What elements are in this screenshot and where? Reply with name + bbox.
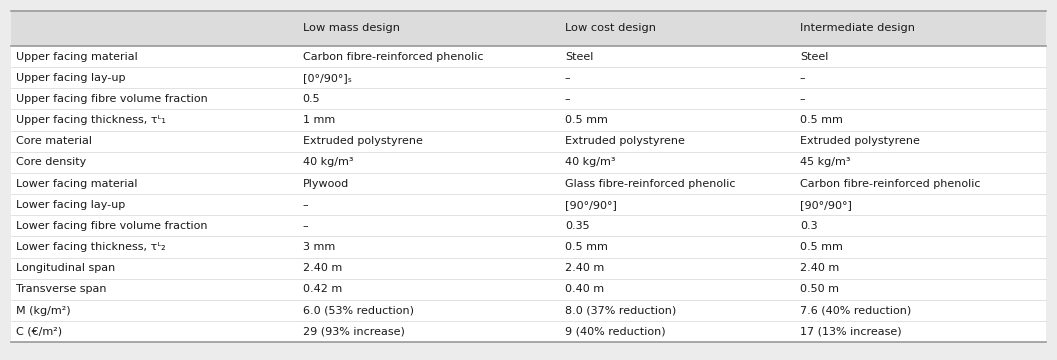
Text: M (kg/m²): M (kg/m²) <box>16 306 71 315</box>
Text: [90°/90°]: [90°/90°] <box>564 200 616 210</box>
Text: 7.6 (40% reduction): 7.6 (40% reduction) <box>800 306 911 315</box>
Text: Core density: Core density <box>16 157 86 167</box>
Text: Lower facing lay-up: Lower facing lay-up <box>16 200 125 210</box>
Text: Intermediate design: Intermediate design <box>800 23 915 33</box>
Text: Lower facing material: Lower facing material <box>16 179 137 189</box>
Text: 0.35: 0.35 <box>564 221 590 231</box>
Text: Carbon fibre-reinforced phenolic: Carbon fibre-reinforced phenolic <box>302 51 483 62</box>
Bar <box>11 46 1046 342</box>
Text: 2.40 m: 2.40 m <box>302 263 341 273</box>
Text: [90°/90°]: [90°/90°] <box>800 200 852 210</box>
Text: –: – <box>800 73 805 83</box>
Text: Low mass design: Low mass design <box>302 23 400 33</box>
Bar <box>11 11 1046 46</box>
Text: Plywood: Plywood <box>302 179 349 189</box>
Text: Transverse span: Transverse span <box>16 284 107 294</box>
Text: 0.5: 0.5 <box>302 94 320 104</box>
Text: 9 (40% reduction): 9 (40% reduction) <box>564 327 665 337</box>
Text: Extruded polystyrene: Extruded polystyrene <box>800 136 920 146</box>
Text: 6.0 (53% reduction): 6.0 (53% reduction) <box>302 306 413 315</box>
Text: Lower facing thickness, τᴸ₂: Lower facing thickness, τᴸ₂ <box>16 242 165 252</box>
Text: 17 (13% increase): 17 (13% increase) <box>800 327 902 337</box>
Text: –: – <box>800 94 805 104</box>
Text: 2.40 m: 2.40 m <box>800 263 839 273</box>
Text: 3 mm: 3 mm <box>302 242 335 252</box>
Text: Carbon fibre-reinforced phenolic: Carbon fibre-reinforced phenolic <box>800 179 981 189</box>
Text: 40 kg/m³: 40 kg/m³ <box>302 157 353 167</box>
Text: –: – <box>302 200 309 210</box>
Text: –: – <box>564 94 571 104</box>
Text: 29 (93% increase): 29 (93% increase) <box>302 327 405 337</box>
Text: 0.5 mm: 0.5 mm <box>800 115 842 125</box>
Text: 1 mm: 1 mm <box>302 115 335 125</box>
Text: Upper facing fibre volume fraction: Upper facing fibre volume fraction <box>16 94 207 104</box>
Text: 0.40 m: 0.40 m <box>564 284 604 294</box>
Text: Steel: Steel <box>564 51 593 62</box>
Text: Extruded polystyrene: Extruded polystyrene <box>302 136 423 146</box>
Text: 2.40 m: 2.40 m <box>564 263 604 273</box>
Text: Glass fibre-reinforced phenolic: Glass fibre-reinforced phenolic <box>564 179 736 189</box>
Text: 40 kg/m³: 40 kg/m³ <box>564 157 615 167</box>
Text: Upper facing lay-up: Upper facing lay-up <box>16 73 125 83</box>
Text: Longitudinal span: Longitudinal span <box>16 263 115 273</box>
Text: Steel: Steel <box>800 51 829 62</box>
Text: 8.0 (37% reduction): 8.0 (37% reduction) <box>564 306 676 315</box>
Text: 0.5 mm: 0.5 mm <box>564 242 608 252</box>
Text: Lower facing fibre volume fraction: Lower facing fibre volume fraction <box>16 221 207 231</box>
Text: 0.5 mm: 0.5 mm <box>564 115 608 125</box>
Text: Extruded polystyrene: Extruded polystyrene <box>564 136 685 146</box>
Text: 0.42 m: 0.42 m <box>302 284 341 294</box>
Text: Upper facing thickness, τᴸ₁: Upper facing thickness, τᴸ₁ <box>16 115 166 125</box>
Text: Upper facing material: Upper facing material <box>16 51 137 62</box>
Text: [0°/90°]ₛ: [0°/90°]ₛ <box>302 73 352 83</box>
Text: Core material: Core material <box>16 136 92 146</box>
Text: –: – <box>302 221 309 231</box>
Text: –: – <box>564 73 571 83</box>
Text: C (€/m²): C (€/m²) <box>16 327 62 337</box>
Text: Low cost design: Low cost design <box>564 23 655 33</box>
Text: 45 kg/m³: 45 kg/m³ <box>800 157 851 167</box>
Text: 0.3: 0.3 <box>800 221 817 231</box>
Text: 0.5 mm: 0.5 mm <box>800 242 842 252</box>
Text: 0.50 m: 0.50 m <box>800 284 839 294</box>
